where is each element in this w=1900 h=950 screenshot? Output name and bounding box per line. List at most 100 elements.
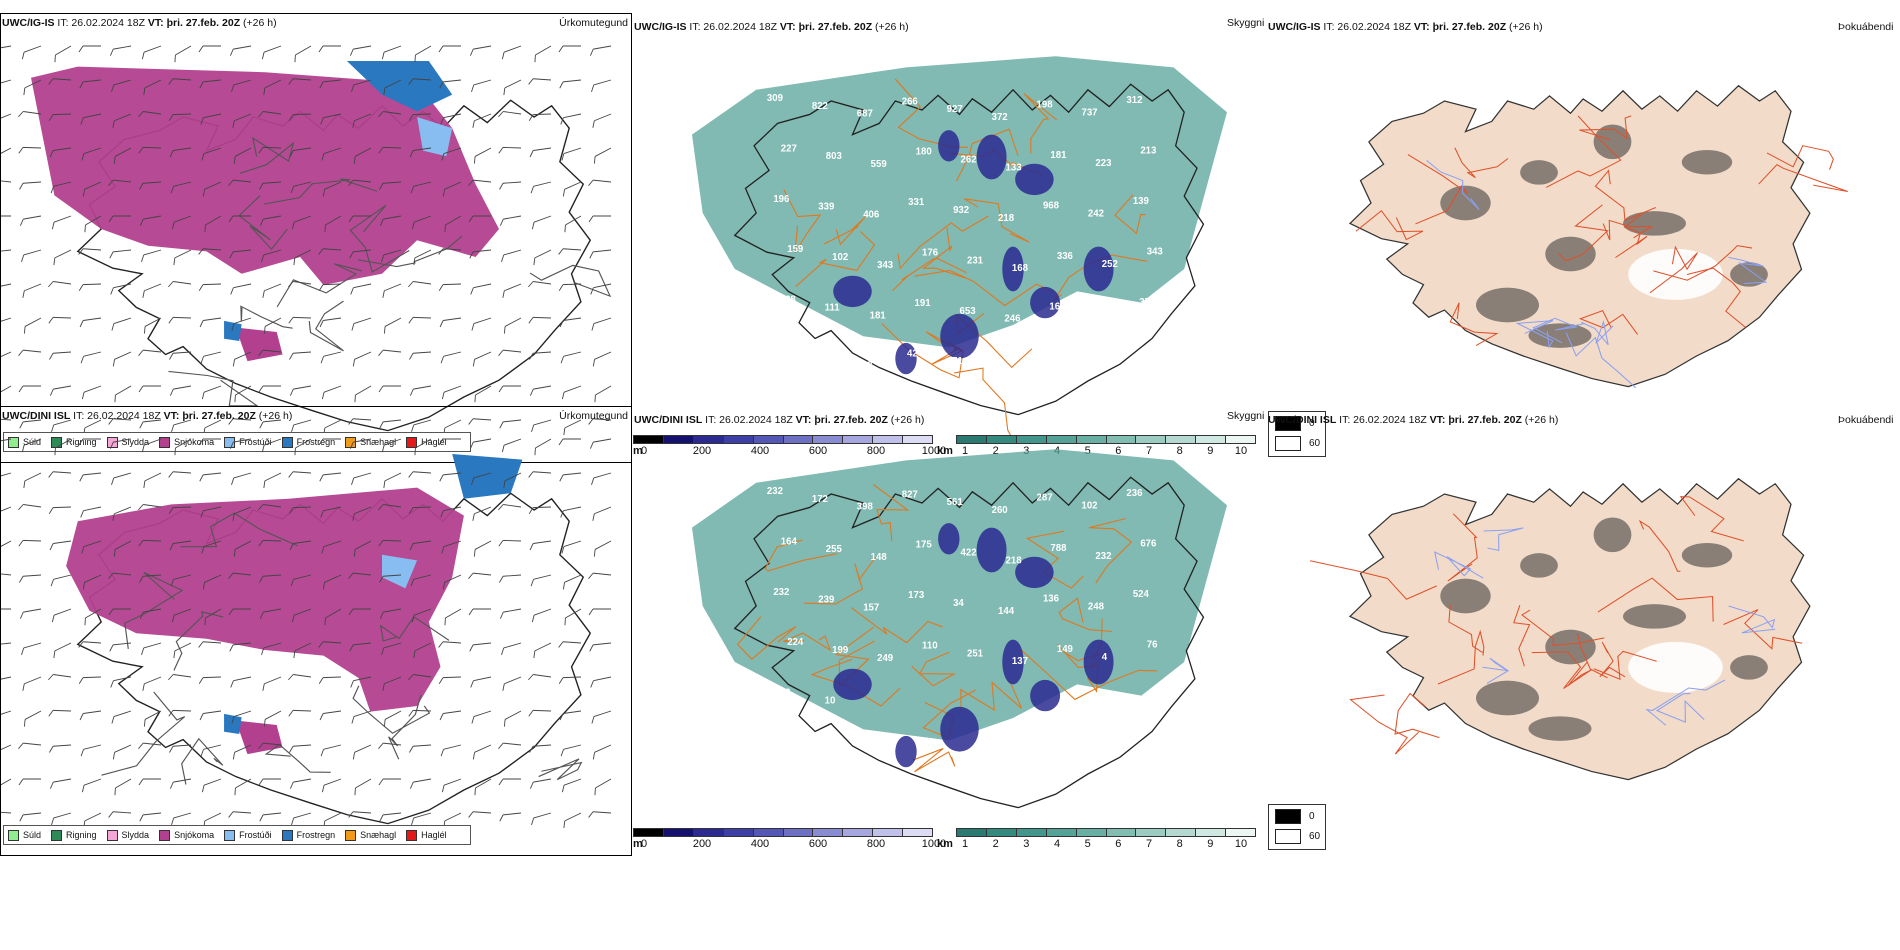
wind-barb xyxy=(350,283,372,295)
precip-legend-item: Snæhagl xyxy=(345,829,396,841)
colorbar-segment xyxy=(1166,829,1197,836)
wind-barb xyxy=(378,742,402,749)
colorbar-segment xyxy=(723,829,754,836)
wind-barb xyxy=(321,778,342,793)
road-line xyxy=(240,305,293,329)
wind-barb xyxy=(589,438,612,449)
wind-barb xyxy=(409,147,432,158)
panel-title-cloud: Skyggni xyxy=(1227,410,1265,422)
fog-index-area xyxy=(1623,604,1686,629)
wind-barb xyxy=(168,506,192,515)
wind-barb xyxy=(1,215,11,217)
low-cloud-base-area xyxy=(976,134,1007,180)
wind-barb xyxy=(229,438,252,449)
cloud-base-label: 249 xyxy=(877,653,894,664)
road-line xyxy=(1728,605,1776,634)
wind-barb xyxy=(408,316,432,324)
wind-barb xyxy=(171,215,192,230)
wind-barb xyxy=(408,674,432,681)
road-line xyxy=(349,204,410,273)
wind-barb xyxy=(1,45,12,50)
cloud-base-label: 398 xyxy=(857,501,874,512)
precip-type-panel: UWC/IG-IS IT: 26.02.2024 18Z VT: þri. 27… xyxy=(0,13,632,463)
freezing-drizzle-area xyxy=(417,117,453,157)
wind-barb xyxy=(353,147,372,164)
wind-barb xyxy=(113,147,132,164)
wind-barb xyxy=(589,249,612,259)
road-line xyxy=(1449,302,1499,347)
wind-barb xyxy=(19,608,42,619)
colorbar-segment xyxy=(753,829,784,836)
colorbar-segment xyxy=(753,436,784,443)
valid-time: þri. 27.feb. 20Z xyxy=(166,17,241,29)
wind-barb xyxy=(198,676,222,685)
wind-barb xyxy=(588,608,611,616)
lead-time: (+26 h) xyxy=(1509,21,1543,33)
wind-barb xyxy=(529,147,552,158)
cloud-base-label: 42 xyxy=(780,687,791,698)
wind-barb xyxy=(411,215,432,230)
cloud-base-label: 242 xyxy=(1088,208,1105,219)
wind-barb xyxy=(174,438,192,456)
fog-index-area xyxy=(1528,323,1592,348)
cloud-base-label: 199 xyxy=(832,645,849,656)
wind-barb xyxy=(169,147,192,158)
colorbar-tick: 7 xyxy=(1145,838,1153,850)
snow-area xyxy=(235,327,283,362)
wind-barb xyxy=(1,79,12,86)
wind-barb xyxy=(440,113,462,125)
road-line xyxy=(1355,210,1424,241)
wind-barb xyxy=(49,351,72,360)
road-line xyxy=(1579,115,1632,141)
iceland-coastline xyxy=(733,83,1205,416)
road-line xyxy=(960,680,1023,712)
wind-barb xyxy=(1,351,12,360)
wind-barb xyxy=(352,744,372,760)
wind-barb xyxy=(200,506,222,518)
road-line xyxy=(1599,641,1626,678)
road-line xyxy=(954,367,1012,435)
precip-legend-item: Súld xyxy=(8,829,41,841)
cloud-base-label: 181 xyxy=(870,310,887,321)
wind-barb xyxy=(1,249,12,253)
wind-barb xyxy=(259,215,282,226)
colorbar-segment xyxy=(986,436,1017,443)
wind-barb xyxy=(1,147,12,157)
init-time: IT: 26.02.2024 18Z xyxy=(705,414,796,426)
road-line xyxy=(181,737,224,785)
wind-barb xyxy=(558,248,582,255)
wind-barb xyxy=(502,283,522,298)
wind-barb xyxy=(18,778,41,786)
wind-barb xyxy=(351,79,372,92)
wind-barb xyxy=(592,351,612,367)
wind-barb xyxy=(23,79,42,96)
wind-barb xyxy=(1,418,12,421)
fog-legend-item: 60 xyxy=(1275,829,1320,844)
legend-swatch xyxy=(1275,809,1301,824)
wind-barb xyxy=(378,539,402,547)
fog-index-area xyxy=(1528,716,1592,741)
wind-barb xyxy=(293,642,312,659)
wind-barb xyxy=(51,608,72,623)
road-line xyxy=(1521,609,1605,646)
wind-barb xyxy=(290,574,312,587)
model-name: UWC/IG-IS xyxy=(1268,21,1321,33)
wind-barb xyxy=(198,45,221,53)
wind-barb xyxy=(138,742,162,749)
wind-barb xyxy=(468,418,492,425)
wind-barb xyxy=(173,249,192,266)
wind-barb xyxy=(80,351,102,364)
wind-barb xyxy=(529,540,552,551)
wind-barb xyxy=(590,676,612,688)
legend-label: Snjókoma xyxy=(174,437,215,447)
wind-barb xyxy=(48,113,72,122)
colorbar-segment xyxy=(1166,436,1197,443)
low-cloud-base-area xyxy=(940,706,979,752)
road-line xyxy=(352,685,431,734)
wind-barb xyxy=(141,438,162,453)
colorbar-tick: 10 xyxy=(1234,838,1248,850)
wind-barb xyxy=(139,181,162,190)
wind-barb xyxy=(259,419,282,429)
cloud-base-label: 180 xyxy=(916,147,933,158)
road-line xyxy=(911,651,957,687)
